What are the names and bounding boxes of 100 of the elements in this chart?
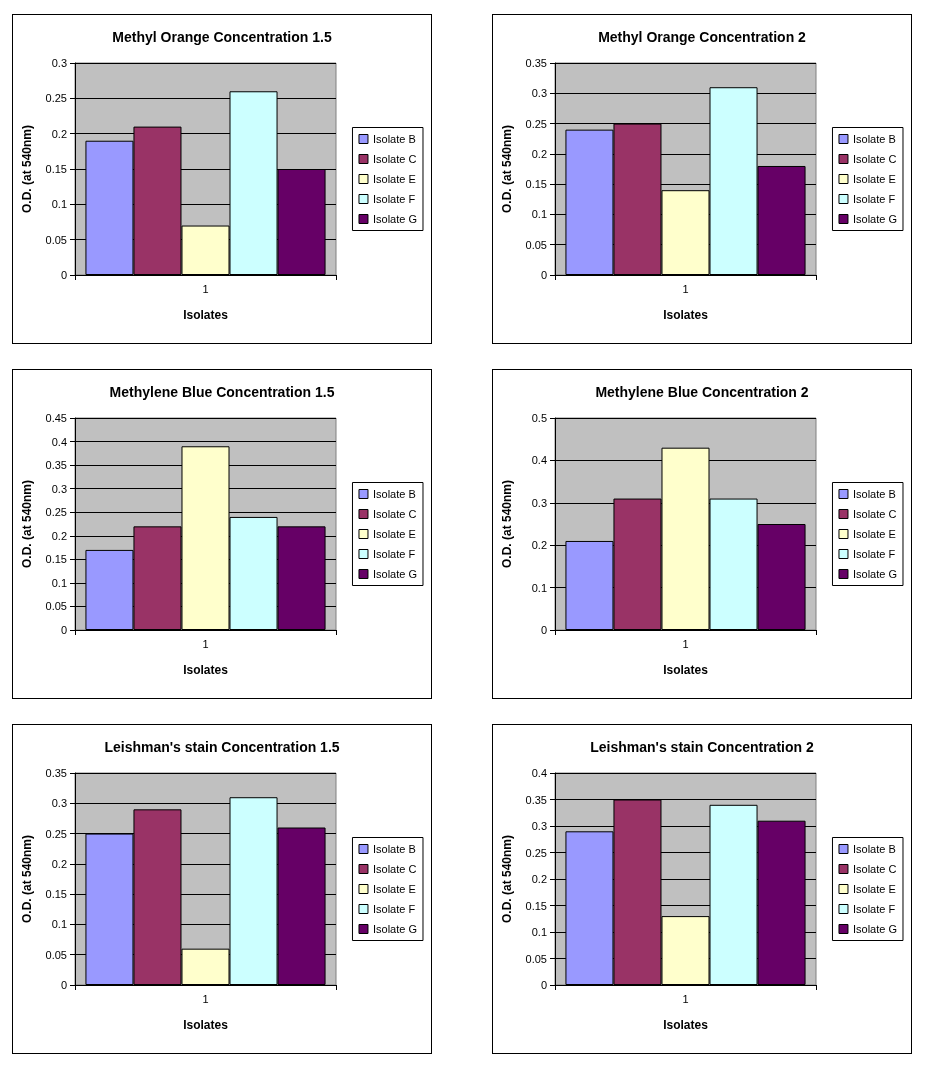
legend-label: Isolate G (372, 213, 418, 225)
y-tick-label: 0.25 (525, 846, 547, 859)
y-tick-label: 0.1 (531, 208, 547, 221)
x-axis-title: Isolates (183, 1018, 229, 1032)
y-tick-label: 0 (60, 624, 67, 636)
legend-label: Isolate E (852, 528, 896, 540)
y-tick-label: 0.2 (531, 539, 547, 552)
x-tick-label: 1 (682, 992, 689, 1005)
legend-label: Isolate F (852, 903, 896, 915)
y-tick-label: 0.15 (525, 899, 547, 912)
y-axis-title: O.D. (at 540nm) (20, 834, 34, 924)
y-tick-label: 0.25 (45, 92, 67, 105)
y-tick-label: 0.2 (531, 147, 547, 160)
chart-title: Methylene Blue Concentration 1.5 (109, 384, 335, 400)
y-tick-label: 0.25 (525, 117, 547, 130)
legend-label: Isolate B (852, 488, 896, 500)
y-tick-label: 0.3 (531, 87, 547, 100)
y-tick-label: 0 (60, 979, 67, 991)
legend-label: Isolate G (372, 568, 418, 580)
y-tick-label: 0.15 (45, 163, 67, 175)
legend-label: Isolate F (372, 193, 416, 205)
legend-label: Isolate G (852, 923, 898, 935)
legend-label: Isolate C (852, 863, 897, 875)
y-tick-label: 0.05 (45, 233, 67, 246)
y-tick-label: 0.4 (51, 435, 67, 448)
y-tick-label: 0.1 (51, 198, 67, 211)
chart-title: Leishman's stain Concentration 1.5 (104, 739, 340, 755)
y-tick-label: 0.1 (531, 581, 547, 594)
x-tick-label: 1 (682, 282, 689, 295)
y-tick-label: 0.25 (45, 506, 67, 519)
y-tick-label: 0.05 (45, 600, 67, 613)
y-tick-label: 0.5 (531, 412, 547, 424)
y-tick-label: 0.3 (51, 482, 67, 495)
legend-label: Isolate E (372, 883, 416, 895)
legend-label: Isolate E (372, 528, 416, 540)
y-tick-label: 0.3 (531, 820, 547, 832)
legend-label: Isolate F (372, 548, 416, 560)
y-tick-label: 0.45 (45, 412, 67, 424)
x-axis-title: Isolates (663, 308, 709, 322)
y-tick-label: 0.3 (51, 797, 67, 810)
y-tick-label: 0.2 (51, 857, 67, 870)
chart-title: Leishman's stain Concentration 2 (590, 739, 814, 755)
y-tick-label: 0.15 (45, 553, 67, 566)
legend-label: Isolate E (852, 173, 896, 185)
y-tick-label: 0.1 (51, 918, 67, 931)
y-tick-label: 0.3 (51, 57, 67, 69)
y-tick-label: 0.4 (531, 767, 547, 779)
legend-label: Isolate F (852, 548, 896, 560)
legend-label: Isolate G (852, 568, 898, 580)
x-tick-label: 1 (202, 992, 209, 1005)
legend-label: Isolate C (372, 508, 417, 520)
chart-title: Methyl Orange Concentration 2 (598, 29, 807, 45)
y-tick-label: 0.05 (45, 948, 67, 961)
legend-label: Isolate E (372, 173, 416, 185)
chart-title: Methylene Blue Concentration 2 (595, 384, 809, 400)
y-tick-label: 0.2 (51, 127, 67, 140)
y-tick-label: 0.05 (525, 952, 547, 965)
y-tick-label: 0.15 (45, 888, 67, 901)
legend-label: Isolate C (372, 153, 417, 165)
x-axis-title: Isolates (183, 663, 229, 677)
y-tick-label: 0 (540, 624, 547, 636)
y-tick-label: 0.2 (531, 873, 547, 885)
y-tick-label: 0.4 (531, 454, 547, 467)
y-axis-title: O.D. (at 540nm) (20, 479, 34, 569)
chart-title: Methyl Orange Concentration 1.5 (112, 29, 332, 45)
x-axis-title: Isolates (663, 1018, 709, 1032)
y-axis-title: O.D. (at 540nm) (500, 834, 514, 924)
y-axis-title: O.D. (at 540nm) (500, 479, 514, 569)
legend-label: Isolate B (852, 133, 896, 145)
y-tick-label: 0 (60, 269, 67, 281)
y-tick-label: 0.35 (525, 793, 547, 806)
y-tick-label: 0.2 (51, 529, 67, 542)
y-tick-label: 0.15 (525, 178, 547, 191)
x-tick-label: 1 (202, 282, 209, 295)
legend-label: Isolate B (372, 488, 416, 500)
x-axis-title: Isolates (663, 663, 709, 677)
legend-label: Isolate G (852, 213, 898, 225)
y-tick-label: 0.35 (45, 767, 67, 779)
y-tick-label: 0 (540, 269, 547, 281)
y-tick-label: 0.1 (51, 576, 67, 589)
y-axis-title: O.D. (at 540nm) (500, 124, 514, 214)
legend-label: Isolate B (372, 133, 416, 145)
legend-label: Isolate B (372, 843, 416, 855)
legend-label: Isolate C (852, 153, 897, 165)
y-tick-label: 0.1 (531, 926, 547, 938)
y-axis-title: O.D. (at 540nm) (20, 124, 34, 214)
x-axis-title: Isolates (183, 308, 229, 322)
legend-label: Isolate E (852, 883, 896, 895)
x-tick-label: 1 (202, 637, 209, 650)
y-tick-label: 0.35 (45, 459, 67, 472)
legend-label: Isolate F (372, 903, 416, 915)
y-tick-label: 0.05 (525, 238, 547, 251)
legend-label: Isolate B (852, 843, 896, 855)
x-tick-label: 1 (682, 637, 689, 650)
y-tick-label: 0.35 (525, 57, 547, 69)
legend-label: Isolate F (852, 193, 896, 205)
y-tick-label: 0 (540, 979, 547, 991)
legend-label: Isolate C (372, 863, 417, 875)
y-tick-label: 0.3 (531, 496, 547, 509)
y-tick-label: 0.25 (45, 827, 67, 840)
